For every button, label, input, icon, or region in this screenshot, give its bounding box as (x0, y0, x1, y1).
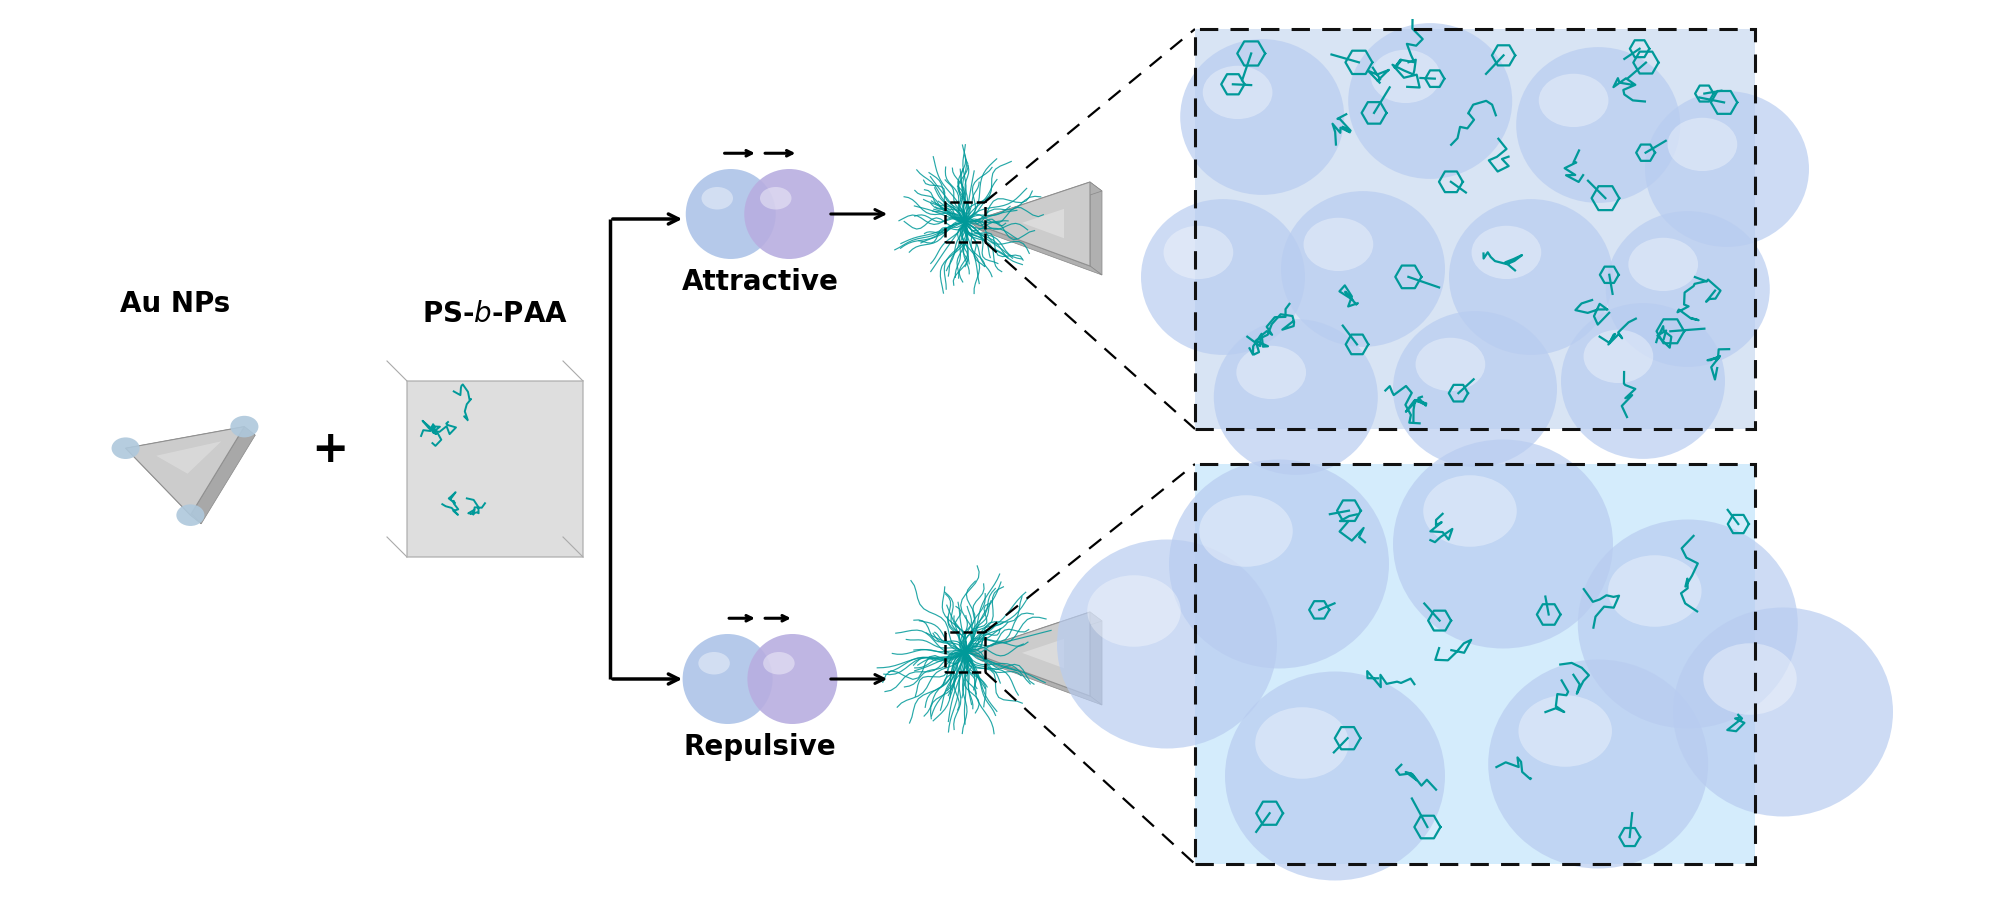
Ellipse shape (686, 169, 776, 259)
Ellipse shape (1203, 66, 1273, 119)
Polygon shape (126, 427, 255, 457)
Bar (1195, 29, 1756, 429)
Polygon shape (190, 427, 255, 524)
Ellipse shape (1416, 338, 1484, 391)
Ellipse shape (176, 504, 203, 526)
Text: Repulsive: Repulsive (684, 733, 836, 761)
Bar (387, 361, 563, 537)
Ellipse shape (1393, 311, 1556, 467)
Bar (1195, 464, 1756, 864)
Bar (946, 202, 986, 242)
Ellipse shape (698, 652, 730, 674)
Ellipse shape (1472, 226, 1542, 279)
Ellipse shape (1518, 695, 1612, 767)
Ellipse shape (1213, 319, 1379, 475)
Ellipse shape (1255, 708, 1349, 779)
Ellipse shape (1674, 608, 1893, 816)
Bar (946, 632, 986, 672)
Ellipse shape (1448, 199, 1614, 355)
Ellipse shape (1516, 47, 1680, 203)
Ellipse shape (1606, 211, 1770, 367)
Ellipse shape (1584, 330, 1654, 383)
Bar (1195, 464, 1756, 864)
Ellipse shape (1560, 303, 1726, 458)
Polygon shape (1021, 639, 1063, 668)
Ellipse shape (1199, 495, 1293, 566)
Ellipse shape (1163, 226, 1233, 279)
Ellipse shape (1349, 23, 1512, 179)
Ellipse shape (1578, 520, 1797, 728)
Ellipse shape (1488, 660, 1708, 868)
Bar (407, 381, 583, 557)
Polygon shape (1089, 612, 1101, 705)
Ellipse shape (1087, 575, 1181, 646)
Ellipse shape (1281, 191, 1444, 347)
Ellipse shape (1169, 459, 1389, 669)
Ellipse shape (1057, 539, 1277, 749)
Polygon shape (156, 441, 221, 474)
Polygon shape (126, 427, 245, 515)
Polygon shape (126, 449, 201, 524)
Text: Attractive: Attractive (682, 268, 838, 296)
Ellipse shape (1225, 672, 1444, 880)
Ellipse shape (1393, 440, 1614, 648)
Ellipse shape (112, 438, 140, 459)
Ellipse shape (1704, 644, 1797, 715)
Text: PS-$b$-PAA: PS-$b$-PAA (421, 300, 569, 328)
Bar (1195, 29, 1756, 429)
Ellipse shape (764, 652, 794, 674)
Ellipse shape (760, 187, 792, 209)
Ellipse shape (1646, 91, 1809, 247)
Polygon shape (1021, 209, 1063, 238)
Ellipse shape (1141, 199, 1305, 355)
Ellipse shape (1608, 556, 1702, 627)
Ellipse shape (1371, 49, 1440, 103)
Ellipse shape (1628, 237, 1698, 291)
Polygon shape (970, 652, 1101, 705)
Polygon shape (970, 182, 1101, 231)
Polygon shape (970, 612, 1089, 696)
Ellipse shape (1237, 346, 1307, 399)
Polygon shape (970, 222, 1101, 275)
Ellipse shape (1422, 476, 1516, 547)
Ellipse shape (229, 416, 259, 438)
Ellipse shape (1538, 74, 1608, 127)
Text: +: + (311, 428, 349, 470)
Polygon shape (970, 612, 1101, 661)
Text: Au NPs: Au NPs (120, 290, 229, 318)
Ellipse shape (744, 169, 834, 259)
Ellipse shape (1303, 218, 1373, 271)
Ellipse shape (682, 634, 772, 724)
Ellipse shape (1181, 39, 1345, 195)
Ellipse shape (702, 187, 732, 209)
Ellipse shape (748, 634, 838, 724)
Polygon shape (970, 182, 1089, 266)
Polygon shape (1089, 182, 1101, 275)
Ellipse shape (1668, 118, 1738, 171)
